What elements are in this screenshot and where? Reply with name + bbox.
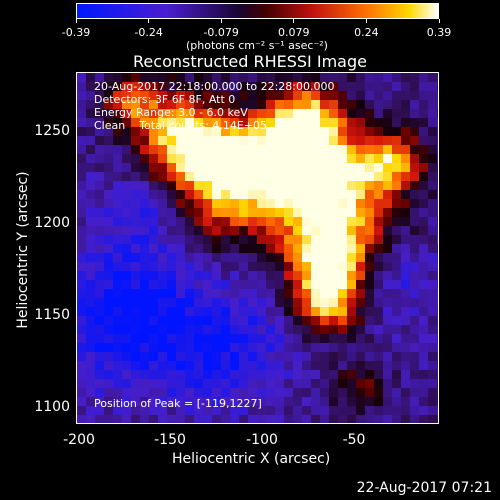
info-line-energy: Energy Range: 3.0 - 6.0 keV [94, 106, 248, 119]
rhessi-heatmap [77, 73, 438, 423]
y-tick-label: 1100 [34, 399, 70, 415]
colorbar-tick-label: -0.079 [203, 26, 239, 39]
colorbar-tick-mark [438, 19, 440, 23]
y-tick-label: 1250 [34, 123, 70, 139]
colorbar-tick-mark [220, 19, 222, 23]
x-tick-label: -50 [342, 432, 366, 448]
image-title: Reconstructed RHESSI Image [133, 52, 367, 71]
colorbar-tick-label: -0.39 [61, 26, 91, 39]
colorbar-units: (photons cm⁻² s⁻¹ asec⁻²) [186, 39, 328, 52]
x-tick-label: -100 [246, 432, 278, 448]
colorbar-tick-mark [75, 19, 77, 23]
y-tick-label: 1200 [34, 215, 70, 231]
y-tick-label: 1150 [34, 307, 70, 323]
colorbar-gradient [77, 4, 438, 18]
x-tick-label: -200 [63, 432, 95, 448]
colorbar-tick-label: 0.24 [354, 26, 379, 39]
colorbar-tick-label: 0.39 [426, 26, 452, 39]
colorbar-tick-mark [293, 19, 295, 23]
colorbar-tick-label: -0.24 [134, 26, 163, 39]
rhessi-image-panel [76, 72, 439, 424]
colorbar-tick-label: 0.079 [278, 26, 310, 39]
colorbar-tick-mark [148, 19, 150, 23]
info-line-detectors: Detectors: 3F 6F 8F, Att 0 [94, 93, 236, 106]
y-axis-label: Heliocentric Y (arcsec) [15, 171, 31, 329]
plot-timestamp: 22-Aug-2017 07:21 [356, 480, 492, 496]
peak-position-label: Position of Peak = [-119,1227] [94, 397, 262, 410]
colorbar-tick-mark [365, 19, 367, 23]
colorbar [76, 3, 439, 19]
info-line-counts: Clean Total counts: 4.14E+05 [94, 119, 268, 132]
x-tick-label: -150 [154, 432, 186, 448]
x-axis-label: Heliocentric X (arcsec) [172, 451, 331, 467]
info-line-time: 20-Aug-2017 22:18:00.000 to 22:28:00.000 [94, 80, 335, 93]
